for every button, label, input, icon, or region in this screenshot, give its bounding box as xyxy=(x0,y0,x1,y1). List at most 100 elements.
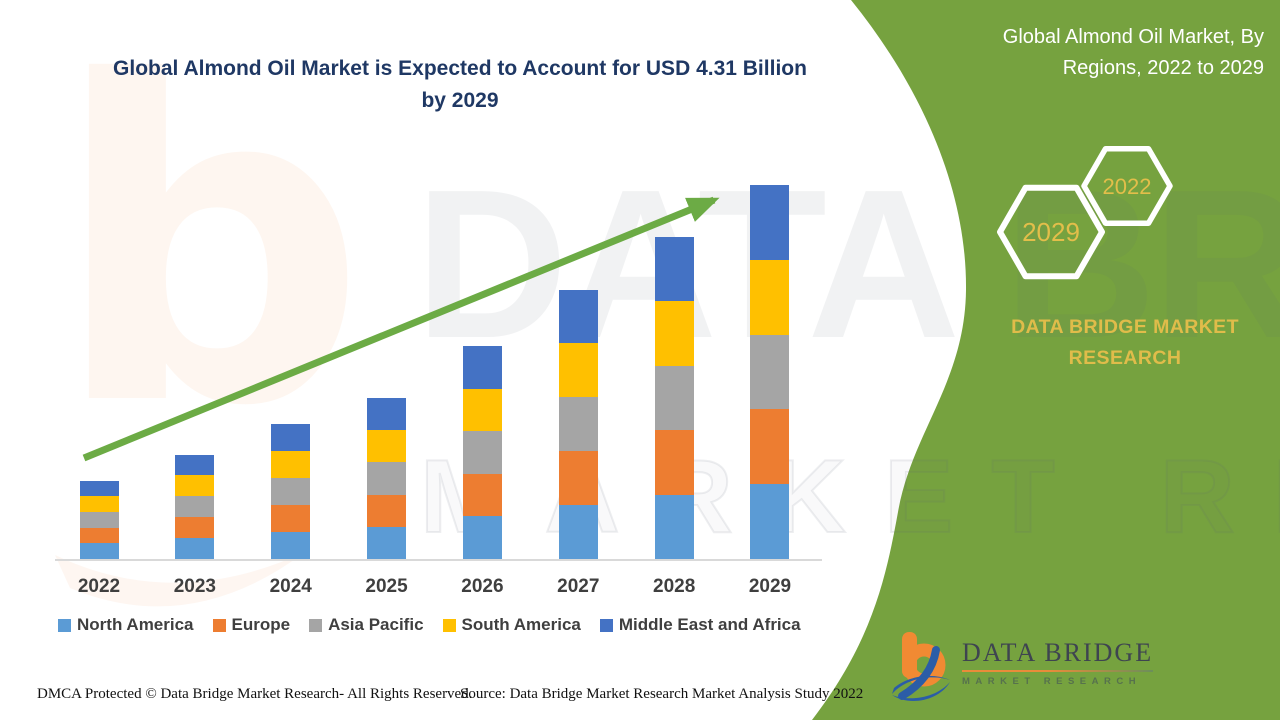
bar-segment xyxy=(367,526,407,559)
bar-2028 xyxy=(654,237,694,559)
x-axis-baseline xyxy=(55,559,822,561)
bar-segment xyxy=(462,346,502,389)
bar-segment xyxy=(558,397,598,452)
bar-segment xyxy=(367,494,407,527)
brand-text-line1: DATA BRIDGE MARKET xyxy=(1011,316,1239,338)
dmca-text: DMCA Protected © Data Bridge Market Rese… xyxy=(37,686,473,702)
hexagon-2029-label: 2029 xyxy=(1022,217,1080,247)
legend-label: Europe xyxy=(231,615,291,634)
logo-name: DATA BRIDGE xyxy=(962,638,1154,667)
bar-segment xyxy=(271,532,311,559)
page-title-line2: by 2029 xyxy=(421,89,499,112)
bar-segment xyxy=(175,454,215,476)
bar-segment xyxy=(271,478,311,505)
watermark-b-glyph: b xyxy=(52,0,367,502)
bar-segment xyxy=(750,185,790,260)
legend-swatch xyxy=(599,618,613,632)
databridge-logo: DATA BRIDGE MARKET RESEARCH xyxy=(890,632,1154,702)
legend-label: North America xyxy=(77,615,194,634)
bar-2025 xyxy=(367,398,407,559)
bar-segment xyxy=(367,398,407,431)
logo-underline xyxy=(962,670,1154,672)
databridge-logo-text: DATA BRIDGE MARKET RESEARCH xyxy=(962,632,1154,687)
legend-label: Asia Pacific xyxy=(328,615,424,634)
x-axis-label-2029: 2029 xyxy=(748,576,792,597)
chart-legend: North America Europe Asia Pacific South Ame… xyxy=(58,615,848,635)
bar-segment xyxy=(558,505,598,559)
bar-segment xyxy=(79,527,119,544)
bar-segment xyxy=(654,494,694,559)
bar-2027 xyxy=(558,289,598,559)
panel-title-line1: Global Almond Oil Market, By xyxy=(1002,26,1264,48)
x-axis-label-2027: 2027 xyxy=(557,576,600,597)
bar-segment xyxy=(175,517,215,539)
hexagon-2022-label: 2022 xyxy=(1103,174,1152,199)
x-axis-label-2023: 2023 xyxy=(173,576,216,597)
page-title: Global Almond Oil Market is Expected to … xyxy=(40,53,880,117)
legend-label: Middle East and Africa xyxy=(618,615,801,634)
bar-segment xyxy=(750,259,790,335)
bar-segment xyxy=(750,334,790,410)
bar-2029 xyxy=(750,185,790,559)
logo-subtitle: MARKET RESEARCH xyxy=(962,676,1142,687)
databridge-logo-icon xyxy=(892,632,950,702)
bar-2024 xyxy=(271,424,311,559)
bar-segment xyxy=(750,409,790,485)
x-axis-label-2024: 2024 xyxy=(269,576,312,597)
bar-segment xyxy=(175,496,215,518)
page-title-line1: Global Almond Oil Market is Expected to … xyxy=(113,57,807,80)
legend-item: Asia Pacific xyxy=(309,615,424,635)
bar-segment xyxy=(462,473,502,517)
bar-segment xyxy=(175,475,215,497)
bar-segment xyxy=(367,462,407,495)
brand-text: DATA BRIDGE MARKET RESEARCH xyxy=(975,312,1275,374)
bar-segment xyxy=(654,237,694,302)
hexagon-2022: 2022 xyxy=(1081,146,1173,226)
panel-title-line2: Regions, 2022 to 2029 xyxy=(1062,57,1264,79)
x-axis-label-2025: 2025 xyxy=(365,576,408,597)
legend-swatch xyxy=(212,618,226,632)
bar-segment xyxy=(558,451,598,506)
legend-item: Europe xyxy=(212,615,291,635)
legend-swatch xyxy=(58,618,71,632)
x-axis-label-2026: 2026 xyxy=(461,576,504,597)
bar-segment xyxy=(558,343,598,398)
bar-segment xyxy=(654,301,694,366)
bar-segment xyxy=(271,451,311,478)
bar-segment xyxy=(271,505,311,532)
bar-segment xyxy=(558,289,598,344)
bar-segment xyxy=(367,430,407,463)
bar-segment xyxy=(654,430,694,495)
bar-segment xyxy=(79,511,119,528)
panel-title: Global Almond Oil Market, By Regions, 20… xyxy=(919,22,1264,84)
bar-2022 xyxy=(79,480,119,559)
x-axis-label-2028: 2028 xyxy=(653,576,696,597)
bar-segment xyxy=(79,543,119,559)
bar-2023 xyxy=(175,454,215,559)
bar-segment xyxy=(175,538,215,559)
brand-text-line2: RESEARCH xyxy=(1068,347,1182,369)
source-text: Source: Data Bridge Market Research Mark… xyxy=(460,686,864,702)
legend-item: South America xyxy=(442,615,581,635)
bar-segment xyxy=(462,431,502,474)
bar-segment xyxy=(462,388,502,432)
hexagon-2029: 2029 xyxy=(997,184,1105,280)
legend-item: North America xyxy=(58,615,194,635)
legend-swatch xyxy=(442,618,456,632)
bar-segment xyxy=(79,496,119,512)
bar-segment xyxy=(750,484,790,559)
bar-segment xyxy=(79,480,119,497)
legend-label: South America xyxy=(461,615,581,634)
bar-segment xyxy=(462,516,502,559)
bar-2026 xyxy=(462,346,502,559)
bar-segment xyxy=(271,424,311,451)
legend-swatch xyxy=(309,618,323,632)
x-axis-label-2022: 2022 xyxy=(77,576,121,597)
legend-item: Middle East and Africa xyxy=(599,615,801,635)
bar-segment xyxy=(654,365,694,431)
